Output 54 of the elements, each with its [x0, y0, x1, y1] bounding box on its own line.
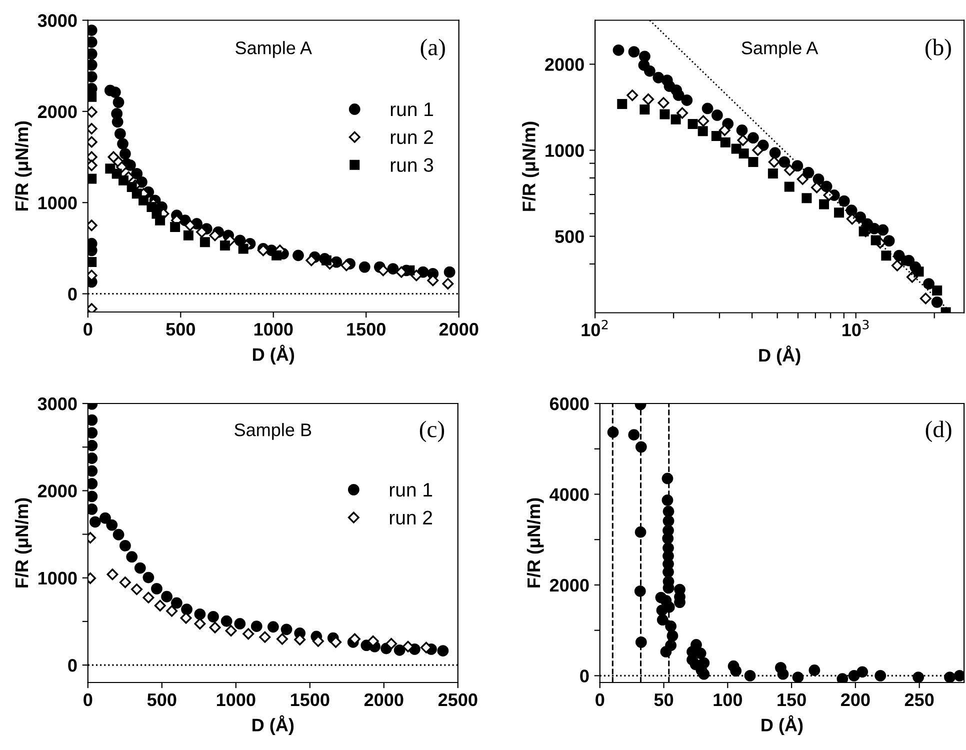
annotation: Sample B: [234, 422, 312, 440]
x-tick-label: 1500: [347, 322, 386, 336]
y-tick-label: 0: [68, 288, 77, 300]
x-tick-label: 0: [84, 693, 92, 706]
x-tick-label: 500: [147, 693, 176, 706]
x-tick-label: 10$^{2}$: [582, 320, 608, 336]
annotation: Sample A: [236, 41, 312, 58]
y-tick-label: 2000: [38, 484, 77, 498]
y-tick-label: 1000: [38, 572, 77, 585]
x-axis-title: D (Å): [762, 715, 803, 735]
annotation: (a): [420, 38, 445, 60]
y-tick-label: 0: [580, 670, 589, 682]
annotation: (b): [926, 38, 951, 60]
y-axis-title: F/R (μN/m): [526, 498, 544, 588]
legend-label: run 3: [390, 158, 434, 172]
y-tick-label: 0: [68, 658, 77, 672]
x-tick-label: 0: [596, 693, 604, 706]
y-tick-label: 3000: [38, 14, 77, 27]
x-tick-label: 2000: [364, 693, 404, 706]
y-tick-label: 1000: [546, 144, 584, 157]
y-tick-label: 1000: [38, 196, 77, 210]
x-axis-title: D (Å): [759, 346, 800, 366]
annotation: (d): [926, 420, 952, 442]
y-tick-label: 4000: [550, 488, 589, 501]
annotation: Sample A: [742, 41, 818, 58]
y-axis-title: F/R (μN/m): [522, 122, 539, 211]
y-tick-label: 2000: [38, 105, 77, 118]
annotation: (c): [420, 420, 444, 442]
y-tick-label: 2000: [545, 58, 584, 71]
x-tick-label: 100: [714, 693, 742, 706]
y-tick-label: 2000: [550, 578, 589, 592]
legend-label: run 2: [390, 510, 432, 525]
y-tick-label: 500: [555, 230, 584, 243]
x-tick-label: 150: [778, 693, 806, 706]
y-tick-label: 6000: [550, 397, 589, 410]
legend-label: run 1: [390, 102, 433, 116]
x-tick-label: 0: [84, 322, 92, 336]
y-tick-label: 3000: [38, 397, 77, 410]
x-tick-label: 200: [841, 693, 870, 706]
y-axis-title: F/R (μN/m): [14, 121, 32, 211]
x-tick-label: 500: [166, 322, 195, 336]
x-tick-label: 1500: [290, 693, 330, 706]
y-axis-title: F/R (μN/m): [14, 498, 32, 588]
x-tick-label: 1000: [254, 322, 293, 336]
legend-label: run 1: [390, 483, 432, 497]
x-tick-label: 10$^{3}$: [842, 320, 869, 336]
legend-label: run 2: [390, 130, 433, 144]
x-tick-label: 250: [904, 693, 934, 706]
x-tick-label: 2000: [439, 322, 478, 336]
x-tick-label: 2500: [438, 693, 478, 706]
x-tick-label: 1000: [216, 693, 256, 706]
x-axis-title: D (Å): [253, 344, 294, 364]
x-axis-title: D (Å): [252, 715, 294, 735]
x-tick-label: 50: [654, 693, 674, 706]
